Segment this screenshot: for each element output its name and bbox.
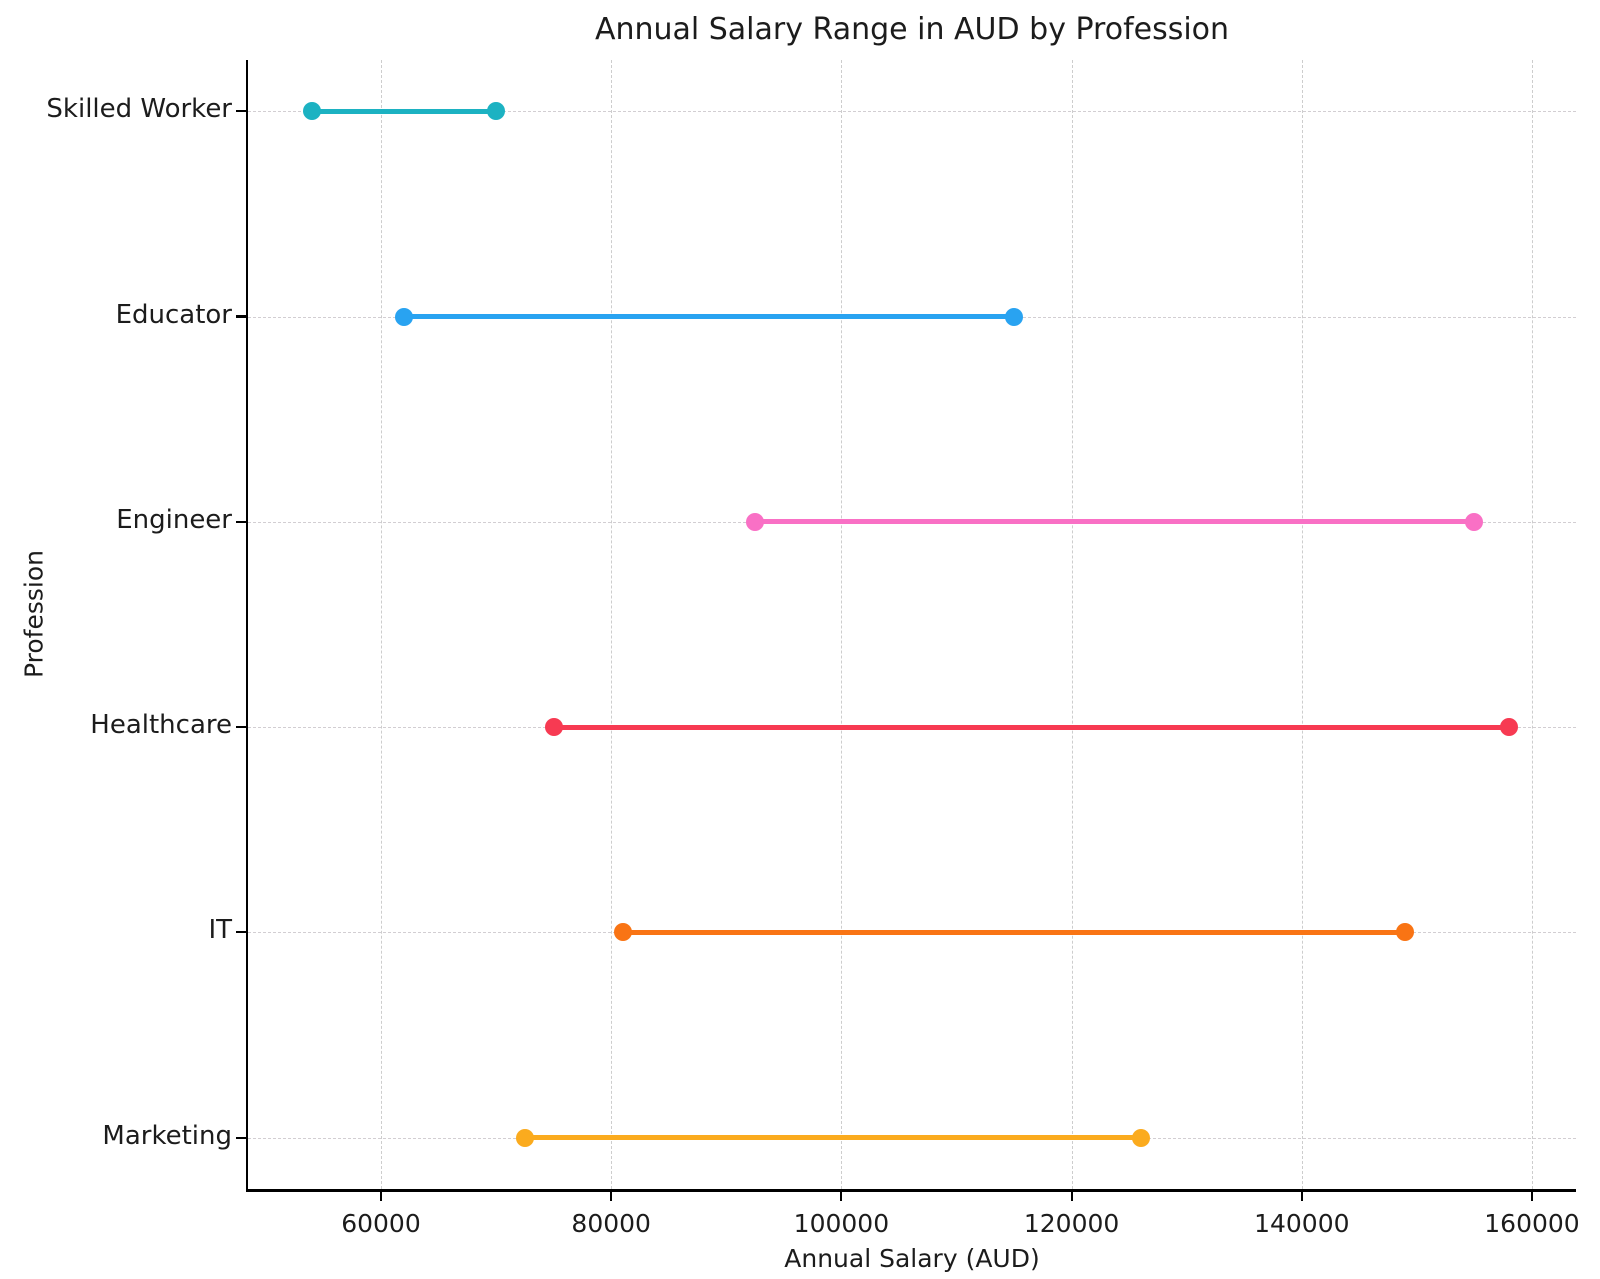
y-gridline xyxy=(248,111,1576,113)
y-tick-mark xyxy=(236,315,246,318)
x-gridline xyxy=(380,60,382,1189)
x-tick-mark xyxy=(1300,1191,1303,1201)
x-tick-label: 80000 xyxy=(571,1209,651,1238)
category-label: Educator xyxy=(115,299,232,330)
max-dot xyxy=(1465,512,1484,531)
min-dot xyxy=(544,718,563,737)
y-tick-mark xyxy=(236,1136,246,1139)
min-dot xyxy=(302,102,321,121)
y-tick-mark xyxy=(236,520,246,523)
x-tick-label: 120000 xyxy=(1023,1209,1120,1238)
category-label: IT xyxy=(208,915,232,946)
min-dot xyxy=(613,923,632,942)
range-line xyxy=(553,724,1509,730)
x-tick-label: 100000 xyxy=(793,1209,890,1238)
plot-area: 60000 80000 100000 120000 140000 160000 Skille… xyxy=(46,60,1580,1238)
max-dot xyxy=(1005,307,1024,326)
x-tick-mark xyxy=(840,1191,843,1201)
category-label: Healthcare xyxy=(90,710,232,741)
y-axis-spine xyxy=(245,60,248,1192)
x-tick-mark xyxy=(610,1191,613,1201)
y-axis-label: Profession xyxy=(19,550,49,678)
x-gridline xyxy=(1071,60,1073,1189)
range-line xyxy=(311,108,497,114)
range-line xyxy=(524,1135,1141,1141)
x-axis-spine xyxy=(245,1189,1576,1192)
max-dot xyxy=(1131,1128,1150,1147)
max-dot xyxy=(1396,923,1415,942)
min-dot xyxy=(746,512,765,531)
x-tick-label: 140000 xyxy=(1254,1209,1350,1238)
x-gridline xyxy=(841,60,843,1189)
min-dot xyxy=(515,1128,534,1147)
x-axis-label: Annual Salary (AUD) xyxy=(784,1244,1040,1273)
y-tick-mark xyxy=(236,110,246,113)
y-tick-mark xyxy=(236,931,246,934)
range-line xyxy=(755,519,1475,525)
x-tick-mark xyxy=(379,1191,383,1201)
min-dot xyxy=(395,307,414,326)
range-line xyxy=(622,929,1406,935)
x-tick-label: 60000 xyxy=(341,1209,421,1238)
category-label: Marketing xyxy=(102,1120,232,1151)
category-label: Skilled Worker xyxy=(46,94,232,125)
y-tick-mark xyxy=(236,726,246,729)
max-dot xyxy=(487,102,506,121)
chart-title: Annual Salary Range in AUD by Profession xyxy=(594,12,1230,47)
x-tick-mark xyxy=(1070,1191,1073,1201)
range-line xyxy=(404,314,1015,320)
max-dot xyxy=(1499,718,1518,737)
x-tick-mark xyxy=(1530,1191,1534,1201)
x-gridline xyxy=(611,60,613,1189)
x-tick-label: 160000 xyxy=(1484,1209,1580,1238)
x-gridline xyxy=(1301,60,1303,1189)
x-gridline xyxy=(1532,60,1533,1189)
category-label: Engineer xyxy=(116,504,232,535)
